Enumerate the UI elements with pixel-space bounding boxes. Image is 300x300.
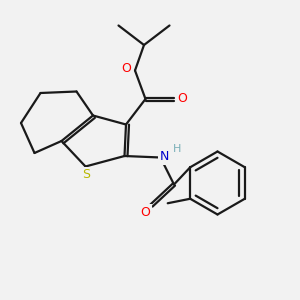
- Text: O: O: [178, 92, 187, 106]
- Text: S: S: [82, 168, 90, 182]
- Text: O: O: [122, 62, 131, 76]
- Text: N: N: [159, 150, 169, 164]
- Text: O: O: [141, 206, 150, 219]
- Text: H: H: [173, 144, 181, 154]
